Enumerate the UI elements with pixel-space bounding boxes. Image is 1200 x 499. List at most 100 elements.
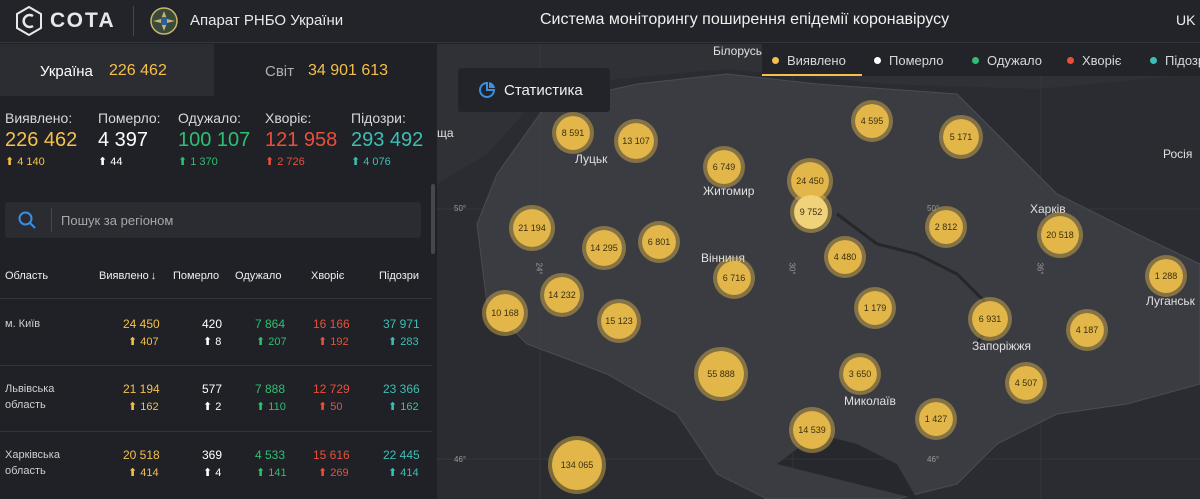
coord-label: 50° bbox=[927, 204, 940, 213]
cell-died: 577 bbox=[202, 382, 223, 396]
stat-detected-value: 226 462 bbox=[5, 129, 78, 151]
legend-item-detected[interactable]: Виявлено bbox=[772, 53, 846, 68]
cell-sick-delta: 269 bbox=[330, 467, 349, 479]
row-divider bbox=[0, 431, 432, 432]
cell-detected: 21 194 bbox=[123, 382, 160, 396]
cell-detected-delta: 407 bbox=[140, 336, 159, 348]
map-cluster-bubble[interactable]: 134 065 bbox=[548, 436, 606, 494]
map-cluster-bubble[interactable]: 4 480 bbox=[824, 236, 866, 278]
stat-suspected-value: 293 492 bbox=[351, 129, 424, 151]
city-label: Росія bbox=[1163, 147, 1193, 161]
arrow-up-icon: ⬆ bbox=[203, 401, 216, 413]
map-cluster-bubble[interactable]: 3 650 bbox=[839, 353, 881, 395]
legend-item-suspected[interactable]: Підозри bbox=[1150, 53, 1200, 68]
search-icon[interactable] bbox=[17, 210, 37, 230]
logo-text: СОТА bbox=[50, 9, 116, 32]
arrow-up-icon: ⬆ bbox=[203, 467, 216, 479]
city-label: Миколаїв bbox=[844, 394, 896, 408]
legend-dot-icon bbox=[1067, 57, 1074, 64]
cell-recovered: 7 864 bbox=[255, 317, 286, 331]
legend-item-died[interactable]: Померло bbox=[874, 53, 944, 68]
map-cluster-bubble[interactable]: 6 716 bbox=[713, 257, 755, 299]
map-area[interactable]: 50° 50° 46° 46° 24° 30° 36° Білорусь Луц… bbox=[437, 44, 1200, 499]
map-cluster-bubble[interactable]: 6 749 bbox=[703, 146, 745, 188]
cell-sick-delta: 192 bbox=[330, 336, 349, 348]
language-switch[interactable]: UK bbox=[1176, 12, 1196, 28]
col-header-suspected[interactable]: Підозри bbox=[379, 270, 420, 282]
coord-label: 50° bbox=[454, 204, 467, 213]
tab-ukraine-value: 226 462 bbox=[109, 62, 167, 79]
stat-suspected: Підозри: 293 492 ⬆ 4 076 bbox=[351, 110, 423, 168]
col-header-died[interactable]: Померло bbox=[173, 270, 220, 282]
org-name: Апарат РНБО України bbox=[190, 12, 344, 29]
map-cluster-bubble[interactable]: 10 168 bbox=[482, 290, 528, 336]
stat-recovered: Одужало: 100 107 ⬆ 1 370 bbox=[178, 110, 250, 168]
map-cluster-bubble[interactable]: 15 123 bbox=[597, 299, 641, 343]
cell-suspected-delta: 414 bbox=[400, 467, 419, 479]
tab-world[interactable]: Світ 34 901 613 bbox=[214, 44, 436, 96]
tab-world-value: 34 901 613 bbox=[308, 62, 389, 79]
map-cluster-bubble[interactable]: 13 107 bbox=[614, 119, 658, 163]
search-input[interactable] bbox=[61, 202, 401, 238]
legend-item-recovered[interactable]: Одужало bbox=[972, 53, 1042, 68]
arrow-up-icon: ⬆ bbox=[203, 336, 216, 348]
map-cluster-bubble[interactable]: 9 752 bbox=[790, 191, 832, 233]
stat-sick-value: 121 958 bbox=[265, 129, 338, 151]
legend-dot-icon bbox=[1150, 57, 1157, 64]
legend-dot-icon bbox=[874, 57, 881, 64]
cell-recovered-delta: 207 bbox=[268, 336, 287, 348]
col-header-recovered[interactable]: Одужало bbox=[235, 270, 282, 282]
cell-died: 420 bbox=[202, 317, 223, 331]
map-cluster-bubble[interactable]: 4 507 bbox=[1005, 362, 1047, 404]
statistics-button[interactable]: Статистика bbox=[458, 68, 610, 112]
map-cluster-bubble[interactable]: 5 171 bbox=[939, 115, 983, 159]
cell-sick-delta: 50 bbox=[330, 401, 343, 413]
map-cluster-bubble[interactable]: 1 288 bbox=[1145, 255, 1187, 297]
map-cluster-bubble[interactable]: 4 595 bbox=[851, 100, 893, 142]
map-cluster-bubble[interactable]: 4 187 bbox=[1066, 309, 1108, 351]
stat-sick-label: Хворіє: bbox=[265, 110, 312, 126]
search-divider bbox=[51, 208, 52, 232]
stat-recovered-value: 100 107 bbox=[178, 129, 251, 151]
map-cluster-bubble[interactable]: 1 179 bbox=[854, 287, 896, 329]
arrow-up-icon: ⬆ bbox=[318, 467, 331, 479]
cell-died-delta: 2 bbox=[215, 401, 222, 413]
map-cluster-bubble[interactable]: 14 539 bbox=[789, 407, 835, 453]
map-cluster-bubble[interactable]: 14 232 bbox=[540, 273, 584, 317]
arrow-up-icon: ⬆ bbox=[318, 336, 331, 348]
col-header-region[interactable]: Область bbox=[5, 270, 49, 282]
cell-suspected-delta: 283 bbox=[400, 336, 419, 348]
map-cluster-bubble[interactable]: 1 427 bbox=[915, 398, 957, 440]
row-divider bbox=[0, 365, 432, 366]
cell-recovered-delta: 110 bbox=[268, 401, 286, 413]
map-cluster-bubble[interactable]: 55 888 bbox=[694, 347, 748, 401]
cell-suspected: 22 445 bbox=[383, 448, 420, 462]
cell-recovered: 7 888 bbox=[255, 382, 286, 396]
sort-arrow-icon: ↓ bbox=[150, 270, 157, 282]
stat-detected: Виявлено: 226 462 ⬆ 4 140 bbox=[5, 110, 77, 168]
legend-item-sick[interactable]: Хворіє bbox=[1067, 53, 1121, 68]
map-cluster-bubble[interactable]: 21 194 bbox=[509, 205, 555, 251]
arrow-up-icon: ⬆ bbox=[256, 401, 269, 413]
map-cluster-bubble[interactable]: 14 295 bbox=[582, 226, 626, 270]
cell-recovered: 4 533 bbox=[255, 448, 286, 462]
map-cluster-bubble[interactable]: 2 812 bbox=[925, 206, 967, 248]
col-header-detected[interactable]: Виявлено ↓ bbox=[99, 270, 156, 282]
map-cluster-bubble[interactable]: 20 518 bbox=[1037, 212, 1083, 258]
cell-sick: 15 616 bbox=[313, 448, 350, 462]
cell-sick: 12 729 bbox=[313, 382, 350, 396]
table-scrollbar[interactable] bbox=[431, 184, 435, 254]
cell-detected-delta: 414 bbox=[140, 467, 159, 479]
stat-recovered-label: Одужало: bbox=[178, 110, 242, 126]
map-cluster-bubble[interactable]: 8 591 bbox=[552, 112, 594, 154]
stat-suspected-delta: 4 076 bbox=[363, 156, 391, 168]
tab-ukraine[interactable]: Україна 226 462 bbox=[0, 44, 214, 96]
rnbo-emblem-icon bbox=[150, 7, 178, 35]
map-cluster-bubble[interactable]: 6 801 bbox=[638, 221, 680, 263]
cell-died-delta: 8 bbox=[215, 336, 222, 348]
col-header-sick[interactable]: Хворіє bbox=[311, 270, 345, 282]
map-cluster-bubble[interactable]: 6 931 bbox=[968, 297, 1012, 341]
arrow-up-icon: ⬆ bbox=[351, 156, 361, 168]
city-label: Луцьк bbox=[575, 152, 608, 166]
arrow-up-icon: ⬆ bbox=[388, 401, 401, 413]
